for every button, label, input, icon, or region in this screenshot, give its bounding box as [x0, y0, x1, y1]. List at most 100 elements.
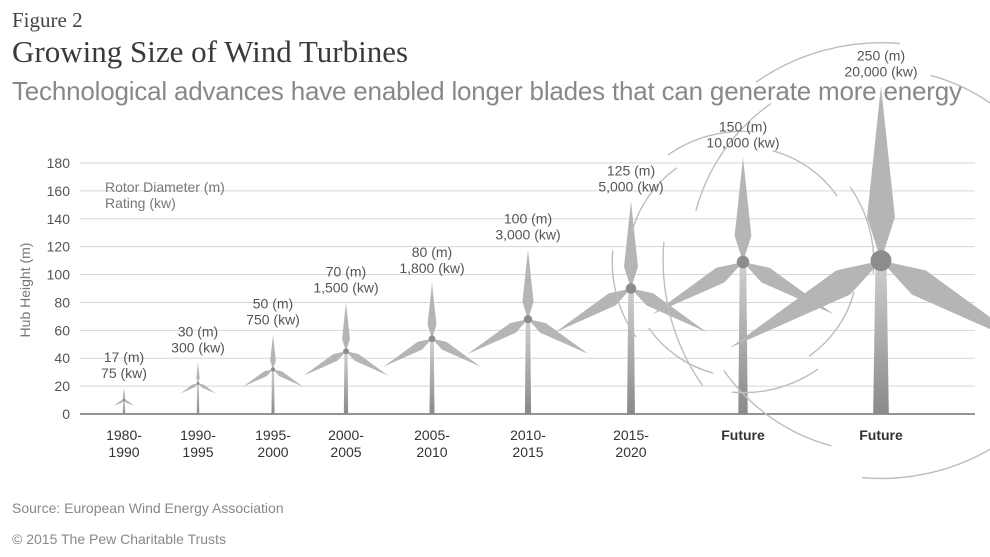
- rating-label: 5,000 (kw): [598, 178, 663, 194]
- rotation-arc: [731, 368, 819, 394]
- turbine-hub: [625, 283, 637, 294]
- turbine: [242, 334, 304, 414]
- turbine-hub: [870, 250, 892, 272]
- rotation-arc: [667, 130, 755, 156]
- turbine-tower: [524, 319, 532, 414]
- rotor-diameter-label: 125 (m): [607, 162, 655, 178]
- turbine-blade: [881, 260, 990, 330]
- turbine-hub: [428, 335, 436, 343]
- turbine-blade: [346, 351, 389, 376]
- rating-label: 1,800 (kw): [399, 260, 464, 276]
- rotation-arc: [723, 370, 832, 447]
- turbines: [113, 42, 990, 480]
- turbine-labels: 17 (m)75 (kw) 30 (m)300 (kw) 50 (m)750 (kw…: [101, 47, 918, 381]
- rotation-arc: [611, 250, 637, 338]
- y-tick-label: 0: [62, 406, 70, 422]
- x-category-label: Future: [859, 427, 903, 443]
- y-tick-label: 140: [47, 211, 71, 227]
- rotor-diameter-label: 250 (m): [857, 47, 905, 63]
- turbine-tower: [343, 351, 349, 414]
- turbine: [179, 362, 217, 414]
- y-tick-label: 20: [54, 378, 70, 394]
- turbine: [555, 201, 707, 414]
- turbine-tower: [196, 383, 200, 414]
- rating-label: 10,000 (kw): [706, 134, 779, 150]
- turbine: [303, 302, 389, 414]
- rotor-diameter-label: 17 (m): [104, 349, 144, 365]
- figure-label: Figure 2: [12, 8, 83, 32]
- turbine-blade: [179, 383, 198, 394]
- turbine-tower: [429, 338, 435, 414]
- turbine-blade: [198, 383, 217, 394]
- copyright-note: © 2015 The Pew Charitable Trusts: [12, 531, 226, 547]
- rotation-arc: [772, 150, 838, 197]
- turbine-tower: [122, 400, 126, 414]
- turbine-blade: [528, 319, 589, 355]
- y-tick-label: 80: [54, 294, 70, 310]
- turbine: [662, 42, 990, 480]
- turbine-blade: [242, 369, 273, 387]
- rotation-arc: [861, 448, 990, 480]
- turbine-blade: [342, 302, 350, 352]
- y-tick-label: 60: [54, 322, 70, 338]
- turbine-blade: [124, 400, 135, 406]
- rotation-arc: [930, 74, 990, 104]
- rating-label: 1,500 (kw): [313, 279, 378, 295]
- rotor-diameter-label: 70 (m): [326, 263, 366, 279]
- x-category-label: 2015: [512, 444, 543, 460]
- x-category-label: Future: [721, 427, 765, 443]
- rating-label: 300 (kw): [171, 339, 225, 355]
- turbine-blade: [867, 86, 895, 261]
- turbine-blade: [113, 400, 124, 406]
- rotation-arc: [662, 241, 704, 386]
- chart-subtitle: Technological advances have enabled long…: [12, 76, 962, 106]
- turbine-blade: [122, 388, 126, 401]
- source-note: Source: European Wind Energy Association: [12, 500, 284, 516]
- y-tick-label: 100: [47, 267, 71, 283]
- y-axis: 0 20 40 60 80 100 120 140 160 180: [47, 155, 71, 422]
- turbine-tower: [873, 260, 889, 414]
- x-category-label: 2005-: [414, 427, 450, 443]
- x-category-label: 2000: [257, 444, 288, 460]
- y-tick-label: 160: [47, 183, 71, 199]
- x-category-label: 2005: [330, 444, 361, 460]
- turbine-hub: [270, 367, 276, 372]
- turbine-tower: [627, 288, 635, 414]
- turbine-hub: [343, 348, 349, 355]
- rotation-arc: [648, 327, 714, 374]
- legend-rating: Rating (kw): [105, 195, 176, 211]
- turbine-blade: [270, 334, 276, 370]
- turbine-hub: [122, 398, 126, 402]
- turbine-blade: [273, 369, 304, 387]
- y-tick-label: 120: [47, 239, 71, 255]
- y-tick-label: 180: [47, 155, 71, 171]
- rating-label: 75 (kw): [101, 365, 147, 381]
- turbine-hub: [736, 255, 750, 269]
- x-category-label: 2010: [416, 444, 447, 460]
- turbine: [383, 282, 481, 414]
- turbine-blade: [303, 351, 346, 376]
- turbine-blade: [383, 338, 432, 367]
- x-category-label: 1995: [182, 444, 213, 460]
- rating-label: 3,000 (kw): [495, 226, 560, 242]
- turbine-hub: [196, 381, 200, 385]
- turbine-hub: [523, 314, 533, 324]
- chart-title: Growing Size of Wind Turbines: [12, 34, 409, 69]
- rotation-arc: [631, 167, 678, 233]
- x-category-label: 2020: [615, 444, 646, 460]
- x-category-label: 2000-: [328, 427, 364, 443]
- turbine: [611, 130, 875, 414]
- rotation-arc: [695, 102, 772, 212]
- turbine: [467, 249, 589, 414]
- rotor-diameter-label: 30 (m): [178, 323, 218, 339]
- turbine-blade: [555, 288, 631, 333]
- turbine: [113, 388, 135, 414]
- y-tick-label: 40: [54, 350, 70, 366]
- turbine-blade: [196, 362, 200, 384]
- rotation-arc: [755, 42, 901, 83]
- legend-rotor-diameter: Rotor Diameter (m): [105, 179, 225, 195]
- y-axis-title: Hub Height (m): [17, 243, 33, 338]
- turbine-tower: [738, 262, 748, 414]
- rotation-arc: [808, 291, 855, 357]
